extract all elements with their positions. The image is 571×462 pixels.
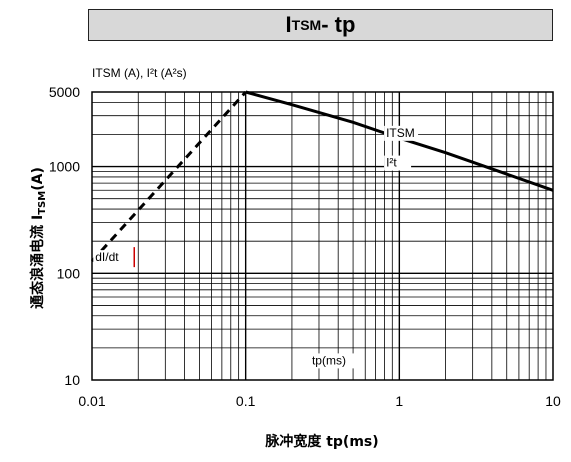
annotation-bg bbox=[309, 353, 358, 369]
chart-ticks: 0.01 0.1 1 10 10 100 1000 5000 bbox=[49, 84, 561, 409]
y-tick-label: 5000 bbox=[49, 84, 80, 100]
chart-title-sub: TSM bbox=[291, 17, 322, 33]
annotation-label: I²t bbox=[386, 156, 397, 170]
annotation-bg bbox=[384, 125, 419, 141]
x-tick-label: 10 bbox=[545, 393, 561, 409]
x-axis-label: 脉冲宽度 tp(ms) bbox=[264, 433, 378, 450]
chart-title-main: I bbox=[285, 12, 292, 37]
y-tick-label: 100 bbox=[57, 265, 81, 281]
series-didt-line bbox=[90, 90, 247, 263]
chart-grid bbox=[92, 92, 553, 380]
plot-border bbox=[91, 91, 554, 381]
y-tick-label: 1000 bbox=[49, 159, 80, 175]
y-axis-label-main: 通态浪涌电流 I bbox=[29, 215, 46, 309]
x-tick-label: 0.01 bbox=[78, 393, 105, 409]
y-tick-label: 10 bbox=[64, 372, 80, 388]
y-axis-label-rest: (A) bbox=[30, 167, 46, 191]
annotation-bg bbox=[384, 155, 412, 171]
annotation-label: ITSM bbox=[386, 126, 415, 140]
chart-annotations: ITSM I²t dI/dt tp(ms) bbox=[93, 125, 419, 369]
annotation-label: dI/dt bbox=[95, 250, 119, 264]
chart-title-rest: - tp bbox=[321, 12, 356, 37]
y-axis-label-sub: TSM bbox=[37, 191, 48, 215]
y-axis-caption: ITSM (A), I²t (A²s) bbox=[92, 66, 187, 80]
y-axis-label: 通态浪涌电流 ITSM(A) bbox=[29, 167, 48, 309]
x-tick-label: 1 bbox=[395, 393, 403, 409]
chart-title: I TSM - tp bbox=[88, 9, 553, 41]
annotation-bg bbox=[93, 250, 135, 266]
annotation-label: tp(ms) bbox=[312, 353, 346, 367]
x-tick-label: 0.1 bbox=[236, 393, 256, 409]
